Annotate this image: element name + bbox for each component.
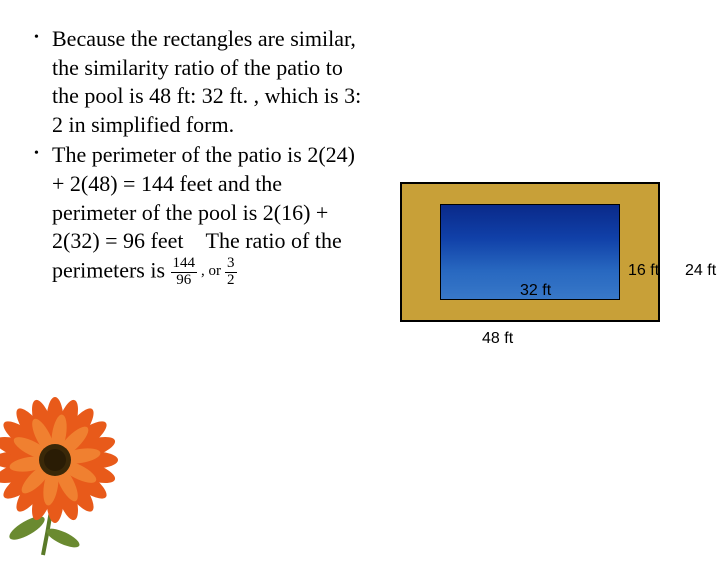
fraction-numerator: 3	[225, 256, 237, 273]
fraction-2: 3 2	[225, 256, 237, 289]
fraction-denominator: 96	[174, 273, 193, 289]
bullet-text: The perimeter of the patio is 2(24) + 2(…	[52, 141, 370, 288]
fraction-denominator: 2	[225, 273, 237, 289]
fraction-numerator: 144	[171, 256, 198, 273]
bullet-text: Because the rectangles are similar, the …	[52, 25, 370, 139]
flower-decoration	[0, 390, 145, 560]
bullet-dot: •	[30, 141, 52, 288]
fraction-separator: , or	[201, 262, 221, 282]
bullet-item: • Because the rectangles are similar, th…	[30, 25, 370, 139]
label-patio-height: 24 ft	[685, 262, 716, 280]
bullet-list: • Because the rectangles are similar, th…	[30, 25, 370, 290]
label-pool-height: 16 ft	[628, 262, 659, 280]
fraction-1: 144 96	[171, 256, 198, 289]
bullet-dot: •	[30, 25, 52, 139]
label-pool-width: 32 ft	[520, 282, 551, 300]
pool-diagram: 16 ft 32 ft 48 ft 24 ft	[400, 182, 720, 382]
label-patio-width: 48 ft	[482, 330, 513, 348]
bullet-item: • The perimeter of the patio is 2(24) + …	[30, 141, 370, 288]
fraction-expression: 144 96 , or 3 2	[171, 256, 237, 289]
